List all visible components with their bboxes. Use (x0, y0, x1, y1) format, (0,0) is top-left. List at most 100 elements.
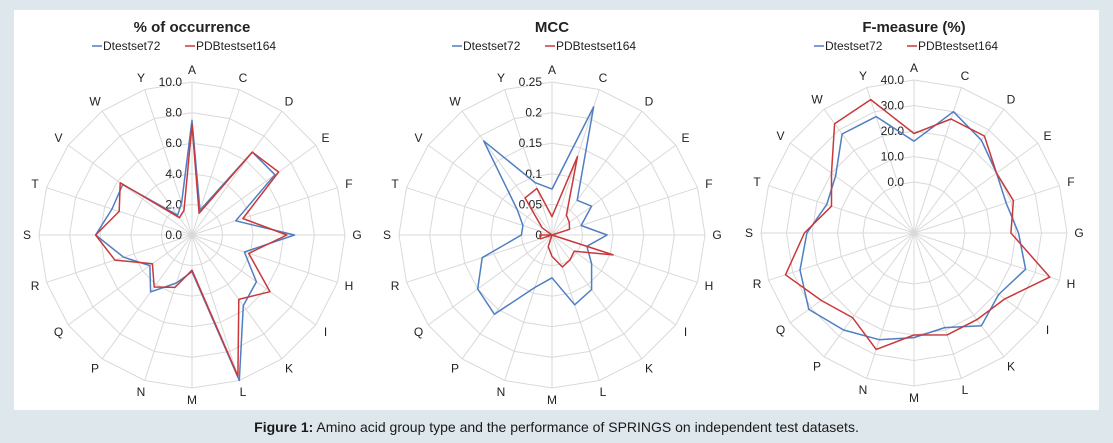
spoke-line (913, 232, 1039, 324)
spoke-line (789, 232, 915, 324)
category-label: P (91, 362, 99, 376)
chart-title: F-measure (%) (862, 19, 965, 36)
category-label: P (451, 362, 459, 376)
category-label: F (345, 177, 352, 191)
category-label: K (285, 362, 293, 376)
category-label: Q (414, 325, 423, 339)
figure-caption: Figure 1: Amino acid group type and the … (0, 419, 1113, 435)
category-label: G (352, 228, 361, 242)
category-label: R (31, 279, 40, 293)
chart-title: % of occurrence (134, 19, 251, 36)
spoke-line (913, 232, 1005, 358)
category-label: H (345, 279, 354, 293)
category-label: I (324, 325, 327, 339)
spoke-line (427, 234, 553, 326)
legend-label: PDBtestset164 (556, 39, 636, 53)
spoke-line (866, 232, 915, 379)
category-label: I (684, 325, 687, 339)
spoke-line (551, 187, 698, 236)
tick-label: 0.0 (887, 175, 904, 189)
spoke-line (913, 108, 1005, 234)
spoke-line (191, 144, 317, 236)
category-label: N (137, 385, 146, 399)
spoke-line (46, 234, 193, 283)
category-label: V (54, 131, 62, 145)
legend-label: Dtestset72 (463, 39, 521, 53)
category-label: S (745, 226, 753, 240)
spoke-line (768, 232, 915, 281)
category-label: Y (137, 71, 145, 85)
radar-charts: A C D E F G H I K L M N P Q R S T V W Y 0.0 2.0 4.0 6.0 8.0 10.0%… (23, 19, 1084, 407)
tick-label: 0.15 (519, 136, 543, 150)
category-label: L (962, 383, 969, 397)
category-label: L (240, 385, 247, 399)
category-label: G (1074, 226, 1083, 240)
category-label: W (811, 93, 823, 107)
spoke-line (768, 185, 915, 234)
category-label: D (645, 95, 654, 109)
tick-label: 2.0 (165, 197, 182, 211)
radar-chart-2: A C D E F G H I K L M N P Q R S T V W Y 0 0.05 0.1 0.15 0.2 0.25 M… (383, 19, 722, 407)
spoke-line (427, 144, 553, 236)
spoke-line (913, 185, 1060, 234)
category-label: C (599, 71, 608, 85)
tick-label: 10.0 (159, 75, 183, 89)
category-label: M (909, 391, 919, 405)
spoke-line (101, 234, 193, 360)
spoke-line (551, 234, 643, 360)
tick-label: 6.0 (165, 136, 182, 150)
tick-label: 0.1 (525, 167, 542, 181)
category-label: E (681, 131, 689, 145)
series-line-PDBtestset164 (784, 98, 1051, 351)
spoke-line (461, 110, 553, 236)
legend-label: Dtestset72 (825, 39, 883, 53)
category-label: I (1046, 323, 1049, 337)
category-label: C (961, 69, 970, 83)
spoke-line (789, 142, 915, 234)
category-label: A (548, 63, 556, 77)
spoke-line (913, 232, 962, 379)
category-label: T (391, 177, 399, 191)
category-label: M (547, 393, 557, 407)
category-label: C (239, 71, 248, 85)
spoke-line (913, 232, 1060, 281)
tick-label: 4.0 (165, 167, 182, 181)
category-label: A (910, 61, 918, 75)
tick-label: 0.0 (165, 228, 182, 242)
tick-label: 0.05 (519, 197, 543, 211)
series-line-PDBtestset164 (524, 155, 614, 268)
radar-chart-3: A C D E F G H I K L M N P Q R S T V W Y 0.0 10.0 20.0 30.0 40.0 F… (745, 19, 1084, 405)
series-line-Dtestset72 (799, 110, 1027, 341)
spoke-line (406, 187, 553, 236)
spoke-line (866, 87, 915, 234)
category-label: K (1007, 360, 1015, 374)
radar-chart-1: A C D E F G H I K L M N P Q R S T V W Y 0.0 2.0 4.0 6.0 8.0 10.0%… (23, 19, 362, 407)
category-label: P (813, 360, 821, 374)
category-label: F (1067, 175, 1074, 189)
category-label: T (753, 175, 761, 189)
category-label: V (414, 131, 422, 145)
category-label: D (1007, 93, 1016, 107)
spoke-line (67, 234, 193, 326)
category-label: L (600, 385, 607, 399)
caption-label: Figure 1: (254, 419, 314, 435)
spoke-line (551, 110, 643, 236)
spoke-line (504, 234, 553, 381)
spoke-line (461, 234, 553, 360)
chart-title: MCC (535, 19, 569, 36)
spoke-line (551, 234, 600, 381)
spoke-line (191, 234, 240, 381)
spoke-line (67, 144, 193, 236)
caption-text: Amino acid group type and the performanc… (313, 419, 859, 435)
category-label: S (23, 228, 31, 242)
category-label: T (31, 177, 39, 191)
category-label: A (188, 63, 196, 77)
legend-label: PDBtestset164 (196, 39, 276, 53)
category-label: K (645, 362, 653, 376)
tick-label: 8.0 (165, 106, 182, 120)
category-label: Y (859, 69, 867, 83)
category-label: N (497, 385, 506, 399)
series-line-PDBtestset164 (94, 124, 288, 377)
spoke-line (823, 232, 915, 358)
category-label: H (705, 279, 714, 293)
